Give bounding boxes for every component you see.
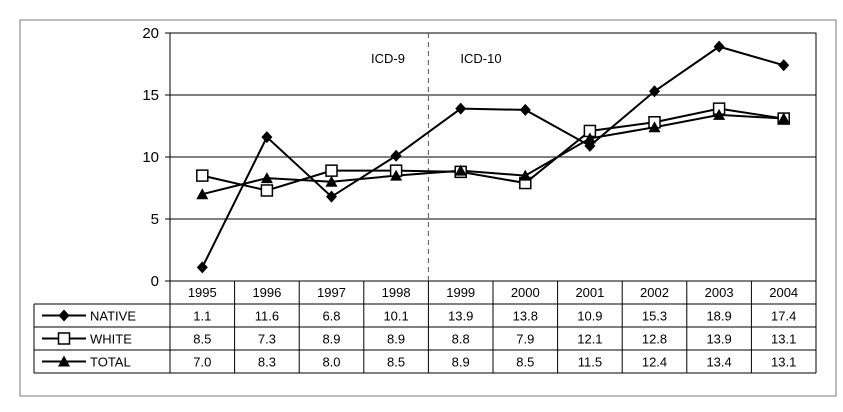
y-tick-label: 0 xyxy=(151,273,159,290)
data-label-native: 18.9 xyxy=(706,309,731,324)
y-tick-label: 20 xyxy=(142,25,159,42)
series-line-total xyxy=(202,113,784,196)
point-total xyxy=(260,172,273,184)
data-label-white: 13.9 xyxy=(706,332,731,347)
legend-marker-white xyxy=(57,332,71,345)
point-native xyxy=(326,190,337,203)
series-markers xyxy=(196,40,790,274)
x-tick-label: 1995 xyxy=(188,285,217,300)
data-label-native: 13.9 xyxy=(448,309,473,324)
data-label-white: 7.9 xyxy=(516,332,534,347)
point-native xyxy=(455,102,467,115)
data-label-total: 8.5 xyxy=(516,355,534,370)
point-white xyxy=(196,169,209,182)
y-tick-label: 5 xyxy=(151,211,159,228)
data-label-white: 12.1 xyxy=(577,332,602,347)
data-label-white: 7.3 xyxy=(258,332,276,347)
data-label-total: 8.5 xyxy=(387,355,405,370)
point-total xyxy=(454,164,467,176)
point-total xyxy=(196,188,209,200)
x-tick-label: 1998 xyxy=(382,285,411,300)
point-native xyxy=(390,149,402,162)
data-label-white: 8.8 xyxy=(452,332,470,347)
data-label-native: 10.1 xyxy=(383,309,408,324)
x-tick-label: 2000 xyxy=(511,285,540,300)
x-tick-label: 2001 xyxy=(575,285,604,300)
data-label-white: 8.9 xyxy=(387,332,405,347)
data-label-white: 13.1 xyxy=(771,332,796,347)
point-total xyxy=(777,112,790,124)
y-tick-label: 15 xyxy=(142,87,159,104)
data-label-total: 13.1 xyxy=(771,355,796,370)
data-label-white: 12.8 xyxy=(642,332,667,347)
point-total xyxy=(390,169,403,181)
x-tick-label: 1999 xyxy=(446,285,475,300)
data-label-native: 15.3 xyxy=(642,309,667,324)
data-label-total: 11.5 xyxy=(578,355,602,370)
y-tick-label: 10 xyxy=(142,149,159,166)
x-tick-label: 1996 xyxy=(252,285,281,300)
series-line-native xyxy=(201,45,784,268)
data-label-white: 8.9 xyxy=(322,332,340,347)
data-label-total: 8.0 xyxy=(322,355,340,370)
point-total xyxy=(713,108,726,120)
data-label-native: 1.1 xyxy=(193,309,211,324)
y-axis: 0 5 10 15 20 xyxy=(142,25,170,290)
point-white xyxy=(325,164,338,177)
point-native xyxy=(519,103,531,116)
series-lines xyxy=(201,45,784,268)
point-native xyxy=(261,131,273,144)
legend-label-white: WHITE xyxy=(90,332,132,347)
x-tick-label: 2002 xyxy=(640,285,669,300)
data-label-total: 12.4 xyxy=(642,355,667,370)
point-total xyxy=(583,132,596,144)
point-white xyxy=(260,184,274,197)
point-total xyxy=(519,169,532,181)
x-tick-label: 2003 xyxy=(705,285,734,300)
legend-label-native: NATIVE xyxy=(90,309,136,324)
data-label-total: 13.4 xyxy=(706,355,731,370)
x-tick-label: 2004 xyxy=(769,285,798,300)
data-label-native: 11.6 xyxy=(255,309,279,324)
data-label-native: 6.8 xyxy=(322,309,340,324)
point-native xyxy=(196,261,208,274)
data-label-total: 7.0 xyxy=(193,355,211,370)
point-total xyxy=(325,175,338,187)
data-label-total: 8.3 xyxy=(258,355,276,370)
x-tick-label: 1997 xyxy=(317,285,346,300)
legend-label-total: TOTAL xyxy=(90,355,131,370)
data-label-native: 10.9 xyxy=(577,309,602,324)
point-native xyxy=(713,40,725,53)
point-total xyxy=(648,121,661,133)
data-label-native: 17.4 xyxy=(771,309,796,324)
data-label-native: 13.8 xyxy=(513,309,538,324)
annotation-icd9: ICD-9 xyxy=(371,51,405,66)
point-native xyxy=(778,59,790,72)
point-native xyxy=(649,85,660,98)
legend-marker-native xyxy=(58,309,70,322)
data-label-total: 8.9 xyxy=(452,355,470,370)
annotation-icd10: ICD-10 xyxy=(460,51,501,66)
data-table: 1995 1996 1997 1998 1999 2000 2001 2002 2003 2004… xyxy=(33,281,817,374)
legend-marker-total xyxy=(58,355,70,367)
data-label-white: 8.5 xyxy=(193,332,211,347)
